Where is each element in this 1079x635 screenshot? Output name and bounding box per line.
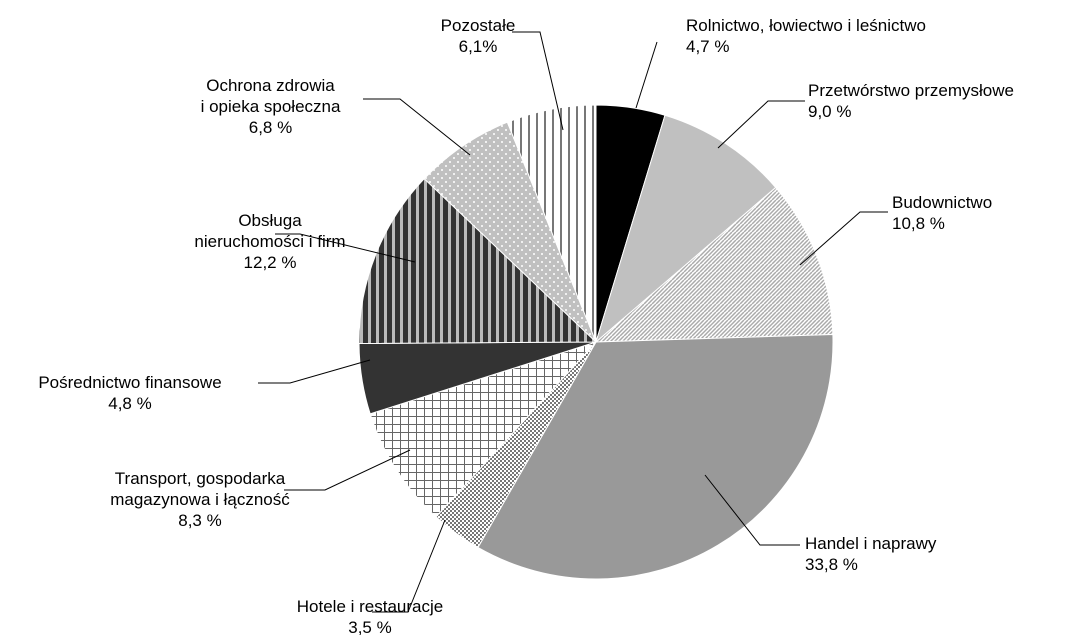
category-name: Rolnictwo, łowiectwo i leśnictwo	[686, 16, 926, 35]
category-name: Ochrona zdrowia i opieka społeczna	[200, 76, 341, 116]
pie-slice	[358, 177, 598, 344]
slice-label: Transport, gospodarka magazynowa i łączn…	[110, 468, 290, 531]
leader-line	[372, 519, 446, 613]
category-name: Hotele i restauracje	[296, 597, 444, 616]
category-name: Obsługa nieruchomości i firm	[194, 211, 346, 251]
slice-label: Budownictwo 10,8 %	[892, 192, 992, 234]
category-name: Pośrednictwo finansowe	[38, 373, 222, 392]
leader-line	[258, 359, 371, 384]
value-label: 6,8 %	[248, 118, 293, 137]
value-label: 6,1%	[458, 37, 498, 56]
value-label: 4,8 %	[108, 394, 152, 413]
pie-slice	[594, 186, 834, 343]
leader-line	[717, 100, 805, 149]
value-label: 8,3 %	[178, 511, 222, 530]
value-label: 33,8 %	[805, 555, 858, 574]
category-name: Pozostałe	[440, 16, 516, 35]
pie-slice	[595, 114, 777, 344]
value-label: 3,5 %	[348, 618, 392, 635]
category-name: Transport, gospodarka magazynowa i łączn…	[110, 469, 290, 509]
value-label: 12,2 %	[243, 253, 297, 272]
category-name: Handel i naprawy	[805, 534, 937, 553]
leader-line	[704, 474, 800, 546]
slice-label: Przetwórstwo przemysłowe 9,0 %	[808, 80, 1014, 122]
value-label: 4,7 %	[686, 37, 730, 56]
category-name: Przetwórstwo przemysłowe	[808, 81, 1014, 100]
value-label: 9,0 %	[808, 102, 852, 121]
slice-label: Hotele i restauracje 3,5 %	[270, 596, 470, 635]
pie-slice	[477, 334, 834, 580]
leader-line	[284, 449, 411, 491]
leader-line	[635, 41, 658, 109]
category-name: Budownictwo	[892, 193, 993, 212]
slice-label: Rolnictwo, łowiectwo i leśnictwo 4,7 %	[686, 15, 926, 57]
slice-label: Ochrona zdrowia i opieka społeczna 6,8 %	[178, 75, 363, 138]
slice-label: Pośrednictwo finansowe 4,8 %	[5, 372, 255, 414]
slice-label: Obsługa nieruchomości i firm 12,2 %	[170, 210, 370, 273]
leader-line	[275, 233, 416, 263]
leader-line	[363, 98, 471, 156]
leader-line	[512, 31, 564, 131]
leader-line	[799, 211, 888, 266]
slice-label: Handel i naprawy 33,8 %	[805, 533, 936, 575]
pie-slice	[506, 104, 597, 343]
slice-label: Pozostałe 6,1%	[418, 15, 538, 57]
pie-slice	[369, 340, 598, 518]
value-label: 10,8 %	[892, 214, 945, 233]
